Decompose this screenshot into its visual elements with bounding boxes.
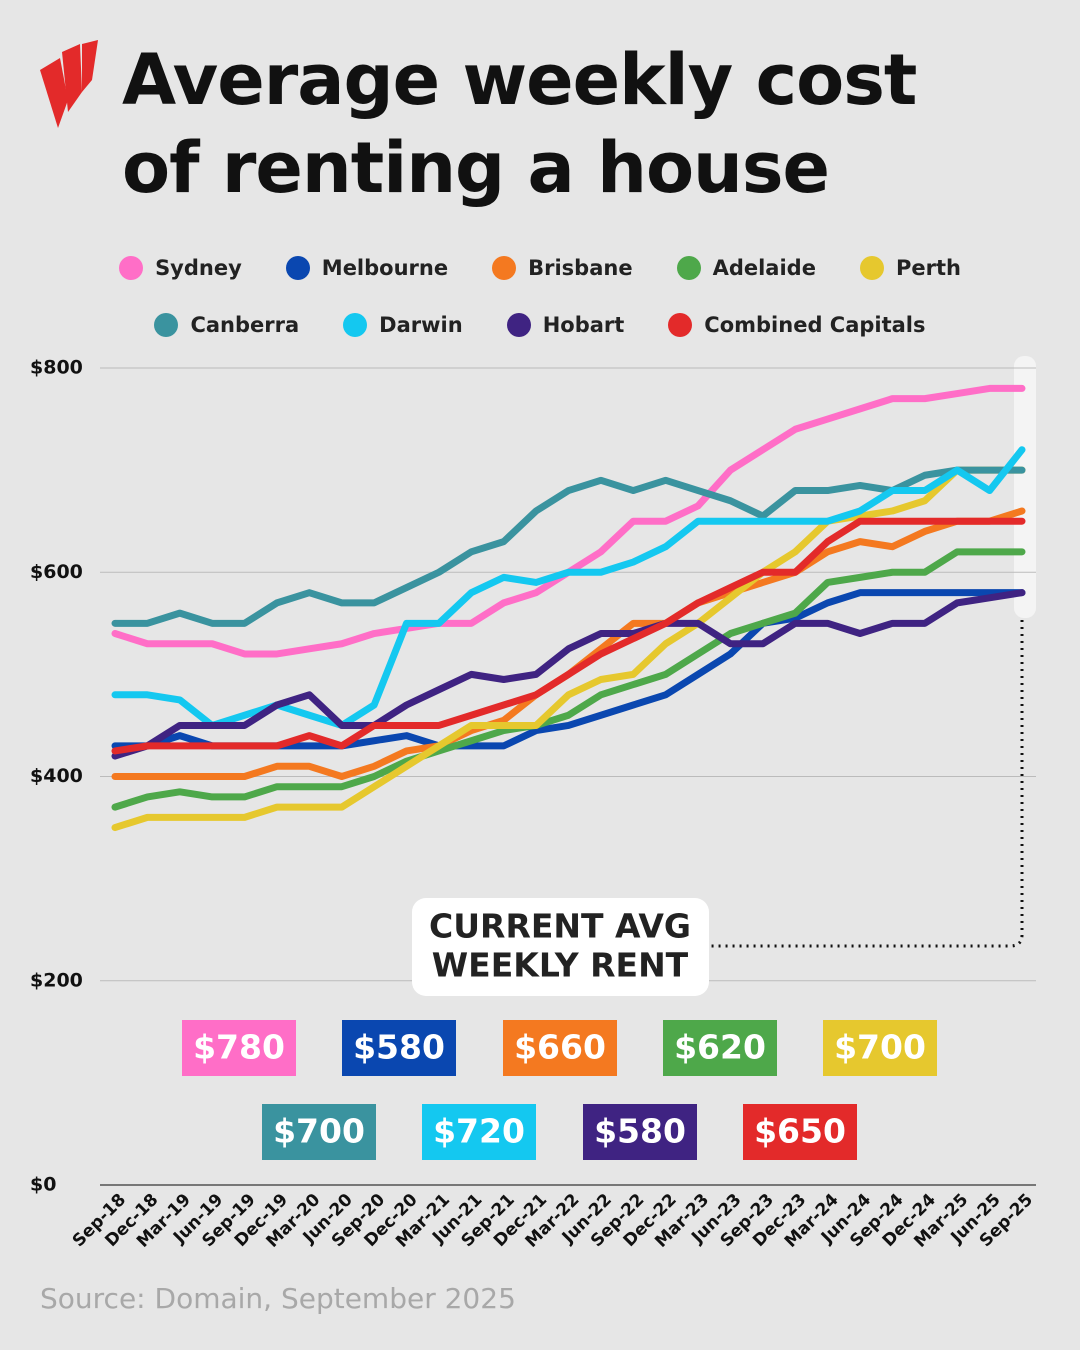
- legend-label: Adelaide: [712, 256, 816, 280]
- legend-label: Perth: [895, 256, 961, 280]
- y-tick-label: $600: [30, 561, 83, 583]
- legend-label: Sydney: [155, 256, 242, 280]
- legend-swatch: [859, 256, 884, 280]
- value-box: [262, 1104, 376, 1160]
- value-label: $580: [594, 1112, 686, 1151]
- value-label: $650: [754, 1112, 846, 1151]
- value-label: $720: [433, 1112, 525, 1151]
- value-box: [182, 1020, 296, 1076]
- value-label: $700: [834, 1028, 926, 1067]
- y-tick-label: $0: [30, 1174, 56, 1196]
- line: [111, 507, 1026, 780]
- line: [111, 466, 1026, 627]
- value-label: $700: [273, 1112, 365, 1151]
- legend-label: Hobart: [542, 313, 625, 337]
- legend-item: Sydney: [119, 256, 242, 280]
- legend-label: Melbourne: [321, 256, 449, 280]
- value-label: $780: [193, 1028, 285, 1067]
- line: [111, 548, 1026, 811]
- legend: Canberra Darwin Hobart Combined Capitals: [0, 313, 1080, 337]
- legend-item: Canberra: [154, 313, 299, 337]
- value-label: $580: [353, 1028, 445, 1067]
- legend-swatch: [119, 256, 144, 280]
- legend: Sydney Melbourne Brisbane Adelaide Perth: [0, 256, 1080, 280]
- legend-swatch: [676, 256, 701, 280]
- legend-item: Melbourne: [285, 256, 449, 280]
- value-label: $660: [514, 1028, 606, 1067]
- value-box: [583, 1104, 697, 1160]
- legend-label: Darwin: [379, 313, 463, 337]
- legend-swatch: [668, 313, 693, 337]
- legend-swatch: [506, 313, 531, 337]
- legend-swatch: [343, 313, 368, 337]
- annotation: WEEKLY RENT: [432, 946, 689, 985]
- legend-swatch: [154, 313, 179, 337]
- legend-label: Combined Capitals: [704, 313, 926, 337]
- value-box: [342, 1020, 456, 1076]
- line: [111, 517, 1026, 755]
- logo: [40, 40, 98, 128]
- source: Source: Domain, September 2025: [40, 1282, 516, 1315]
- annotation-box: [412, 898, 709, 996]
- legend-item: Adelaide: [676, 256, 816, 280]
- legend-label: Canberra: [190, 313, 300, 337]
- value-box: [422, 1104, 536, 1160]
- y-tick-label: $200: [30, 969, 83, 991]
- highlight-band: [1014, 356, 1036, 618]
- legend-swatch: [285, 256, 310, 280]
- legend-label: Brisbane: [528, 256, 633, 280]
- line: [111, 466, 1026, 832]
- annotation: CURRENT AVG: [429, 907, 691, 946]
- annotation-connector: [710, 620, 1024, 948]
- chart-title: Average weekly cost of renting a house: [122, 39, 917, 209]
- legend-item: Darwin: [343, 313, 463, 337]
- value-box: [503, 1020, 617, 1076]
- line: [111, 589, 1026, 760]
- value-box: [663, 1020, 777, 1076]
- legend-swatch: [492, 256, 517, 280]
- legend-item: Hobart: [506, 313, 625, 337]
- legend-item: Combined Capitals: [668, 313, 926, 337]
- legend-item: Brisbane: [492, 256, 633, 280]
- legend-item: Perth: [859, 256, 961, 280]
- value-box: [743, 1104, 857, 1160]
- y-tick-label: $800: [30, 357, 83, 379]
- value-label: $620: [674, 1028, 766, 1067]
- value-box: [823, 1020, 937, 1076]
- y-tick-label: $400: [30, 765, 83, 787]
